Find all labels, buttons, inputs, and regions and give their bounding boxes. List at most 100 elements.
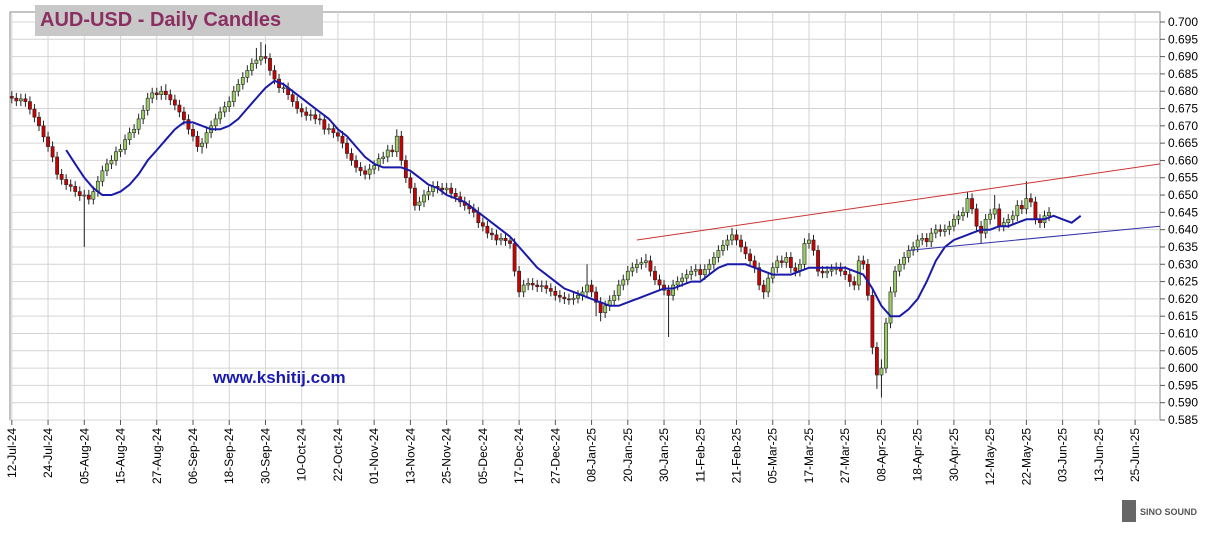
y-tick-label: 0.680 [1168,84,1198,98]
candle-body [603,305,608,314]
candle-body [23,98,28,102]
candle-body [340,135,345,144]
x-tick-label: 25-Jun-25 [1128,428,1142,482]
candle-body [222,106,227,113]
candle-body [32,108,37,118]
candle-body [336,132,340,137]
candle-body [562,296,567,300]
candle-body [440,187,444,191]
candle-body [345,142,349,154]
candle-body [594,291,598,303]
candle-body [843,270,848,275]
candle-body [829,269,834,272]
logo-icon [1122,500,1136,522]
candle-body [825,270,829,274]
candle-body [544,285,549,289]
candle-body [508,240,512,244]
y-tick-label: 0.595 [1168,378,1198,392]
x-tick-label: 08-Jan-25 [585,428,599,482]
candle-body [37,116,41,127]
candle-body [684,274,689,279]
candle-body [9,96,14,99]
candle-body [154,92,159,95]
y-tick-label: 0.670 [1168,119,1198,133]
x-tick-label: 08-Apr-25 [874,428,888,482]
candle-body [634,263,639,269]
candle-body [625,270,630,281]
candle-body [761,284,766,293]
candle-body [698,269,703,275]
candle-body [1024,198,1029,210]
candle-body [1029,198,1033,203]
candle-body [644,260,648,263]
y-tick-label: 0.635 [1168,240,1198,254]
y-tick-label: 0.675 [1168,102,1198,116]
candle-body [1015,205,1020,217]
candle-body [272,70,277,80]
x-tick-label: 17-Dec-24 [512,428,526,484]
candle-body [444,187,449,191]
candle-body [494,234,499,241]
candle-body [1010,215,1015,220]
candle-body [820,270,825,274]
candle-body [290,94,295,102]
candle-body [240,77,245,85]
candle-body [163,90,168,95]
x-tick-label: 18-Apr-25 [911,428,925,482]
line [65,79,1082,318]
y-tick-label: 0.650 [1168,188,1198,202]
candle-body [91,191,96,200]
candle-body [399,135,404,161]
candle-body [657,279,662,286]
candle-body [123,139,127,150]
candle-body [150,92,155,99]
candle-body [227,101,232,108]
candle-body [349,153,354,161]
candle-body [213,118,218,127]
candle-body [816,250,820,272]
line [908,225,1161,251]
candle-body [322,119,327,130]
candle-body [802,243,807,265]
candle-body [779,260,784,263]
y-tick-label: 0.640 [1168,223,1198,237]
candle-body [254,59,259,64]
candle-body [879,367,884,376]
x-tick-label: 12-Jul-24 [5,428,19,478]
candle-body [186,119,191,130]
x-tick-label: 22-May-25 [1019,428,1033,486]
candle-body [743,246,748,255]
candle-body [132,128,137,134]
candle-body [50,146,55,158]
candle-body [1019,205,1024,210]
candle-body [707,263,712,270]
candle-body [784,257,789,263]
candle-body [942,229,947,232]
plot-area [9,11,1161,421]
y-tick-label: 0.600 [1168,361,1198,375]
candle-body [249,63,254,71]
candle-body [884,322,888,369]
candle-body [929,232,934,243]
candle-body [426,191,431,196]
candle-body [585,284,589,293]
x-tick-label: 17-Mar-25 [802,428,816,484]
candle-body [145,97,150,111]
candle-body [915,239,920,248]
candle-body [739,239,743,248]
candle-body [372,165,377,170]
candle-body [711,257,716,265]
y-tick-label: 0.605 [1168,344,1198,358]
candle-body [127,132,132,140]
candle-body [1006,218,1011,224]
candle-body [485,225,490,234]
candle-body [521,284,526,293]
candle-body [86,194,91,200]
candle-body [775,260,780,269]
x-tick-label: 30-Apr-25 [947,428,961,482]
candle-body [168,94,173,101]
candle-body [295,101,300,109]
candle-body [530,282,535,286]
candle-body [571,297,576,300]
candle-body [381,156,386,160]
